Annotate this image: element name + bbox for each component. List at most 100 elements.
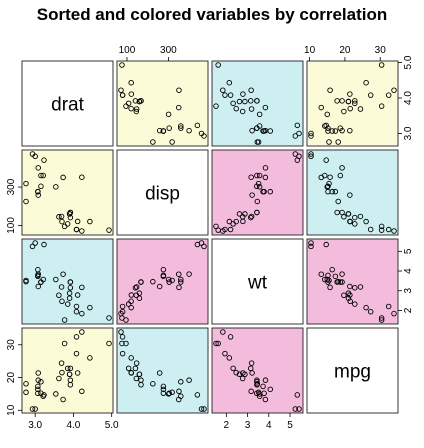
data-point [294,392,301,398]
data-point [198,130,205,137]
data-point [236,98,243,105]
data-point [262,104,269,111]
data-point [249,127,255,134]
data-point [132,98,139,104]
tick-label-mpg: 30 [6,339,17,351]
tick-label-drat: 4.0 [66,420,80,431]
data-point [347,105,353,112]
data-point [255,139,262,145]
data-point [308,240,314,246]
data-point [327,87,333,93]
data-point [262,396,269,403]
data-point [213,103,219,109]
data-point [150,278,156,285]
tick-label-wt: 3 [403,288,414,294]
data-point [38,279,44,285]
data-point [318,174,324,181]
tick-label-mpg: 20 [339,45,351,56]
data-point [35,271,41,277]
data-point [61,340,68,347]
data-point [378,62,385,68]
data-point [332,128,339,134]
data-point [176,388,182,395]
data-point [391,310,397,317]
data-point [58,213,65,220]
data-point [32,406,38,412]
data-point [166,125,172,131]
tick-label-mpg: 10 [6,404,17,416]
tick-label-mpg: 20 [6,372,17,384]
data-point [367,308,374,315]
data-point [233,369,239,376]
variable-label-disp: disp [145,184,180,205]
data-point [254,390,260,397]
data-point [240,91,246,97]
data-point [178,123,184,129]
tick-label-disp: 100 [6,217,17,234]
data-point [58,360,65,366]
data-point [119,303,126,310]
data-point [391,228,397,234]
data-point [166,279,172,285]
data-point [248,106,255,112]
tick-label-wt: 2 [403,307,414,313]
data-point [106,227,112,233]
data-point [87,304,93,311]
tick-label-wt: 4 [403,268,414,274]
data-point [230,100,236,107]
data-point [261,188,267,195]
data-point [186,127,192,134]
data-point [133,284,140,290]
data-point [239,108,246,115]
data-point [165,391,172,397]
data-point [233,105,239,112]
data-point [186,377,192,383]
data-point [41,392,47,398]
data-point [226,79,233,86]
panel-disp-vs-drat [21,149,114,236]
data-point [347,91,353,97]
data-point [53,276,59,283]
data-point [119,340,125,347]
data-point [59,218,65,225]
data-point [150,139,156,145]
data-point [222,92,228,98]
data-point [325,128,331,134]
data-point [35,386,41,393]
data-point [236,371,243,378]
data-point [242,98,248,105]
data-point [347,283,353,290]
data-point [79,329,85,335]
data-point [138,279,144,285]
data-point [23,277,29,284]
tick-label-disp: 300 [6,178,17,195]
data-point [260,383,266,390]
panel-background [116,149,209,236]
data-point [198,406,205,412]
data-point [73,350,80,357]
data-point [347,298,353,305]
tick-label-drat: 3.0 [403,126,414,140]
data-point [66,290,73,296]
data-point [325,279,331,285]
data-point [357,213,364,220]
data-point [222,226,228,233]
data-point [308,243,314,250]
data-point [74,292,81,298]
data-point [59,369,65,376]
data-point [352,285,358,291]
data-point [23,389,29,396]
data-point [132,285,139,291]
data-point [352,98,358,104]
data-point [367,226,374,233]
data-point [79,228,85,234]
panel-disp-vs-disp: disp [116,149,209,236]
data-point [296,130,302,137]
data-point [186,271,192,277]
panel-drat-vs-wt [211,60,304,147]
data-point [248,360,255,366]
data-point [220,329,226,335]
data-point [248,388,254,395]
data-point [378,227,385,233]
